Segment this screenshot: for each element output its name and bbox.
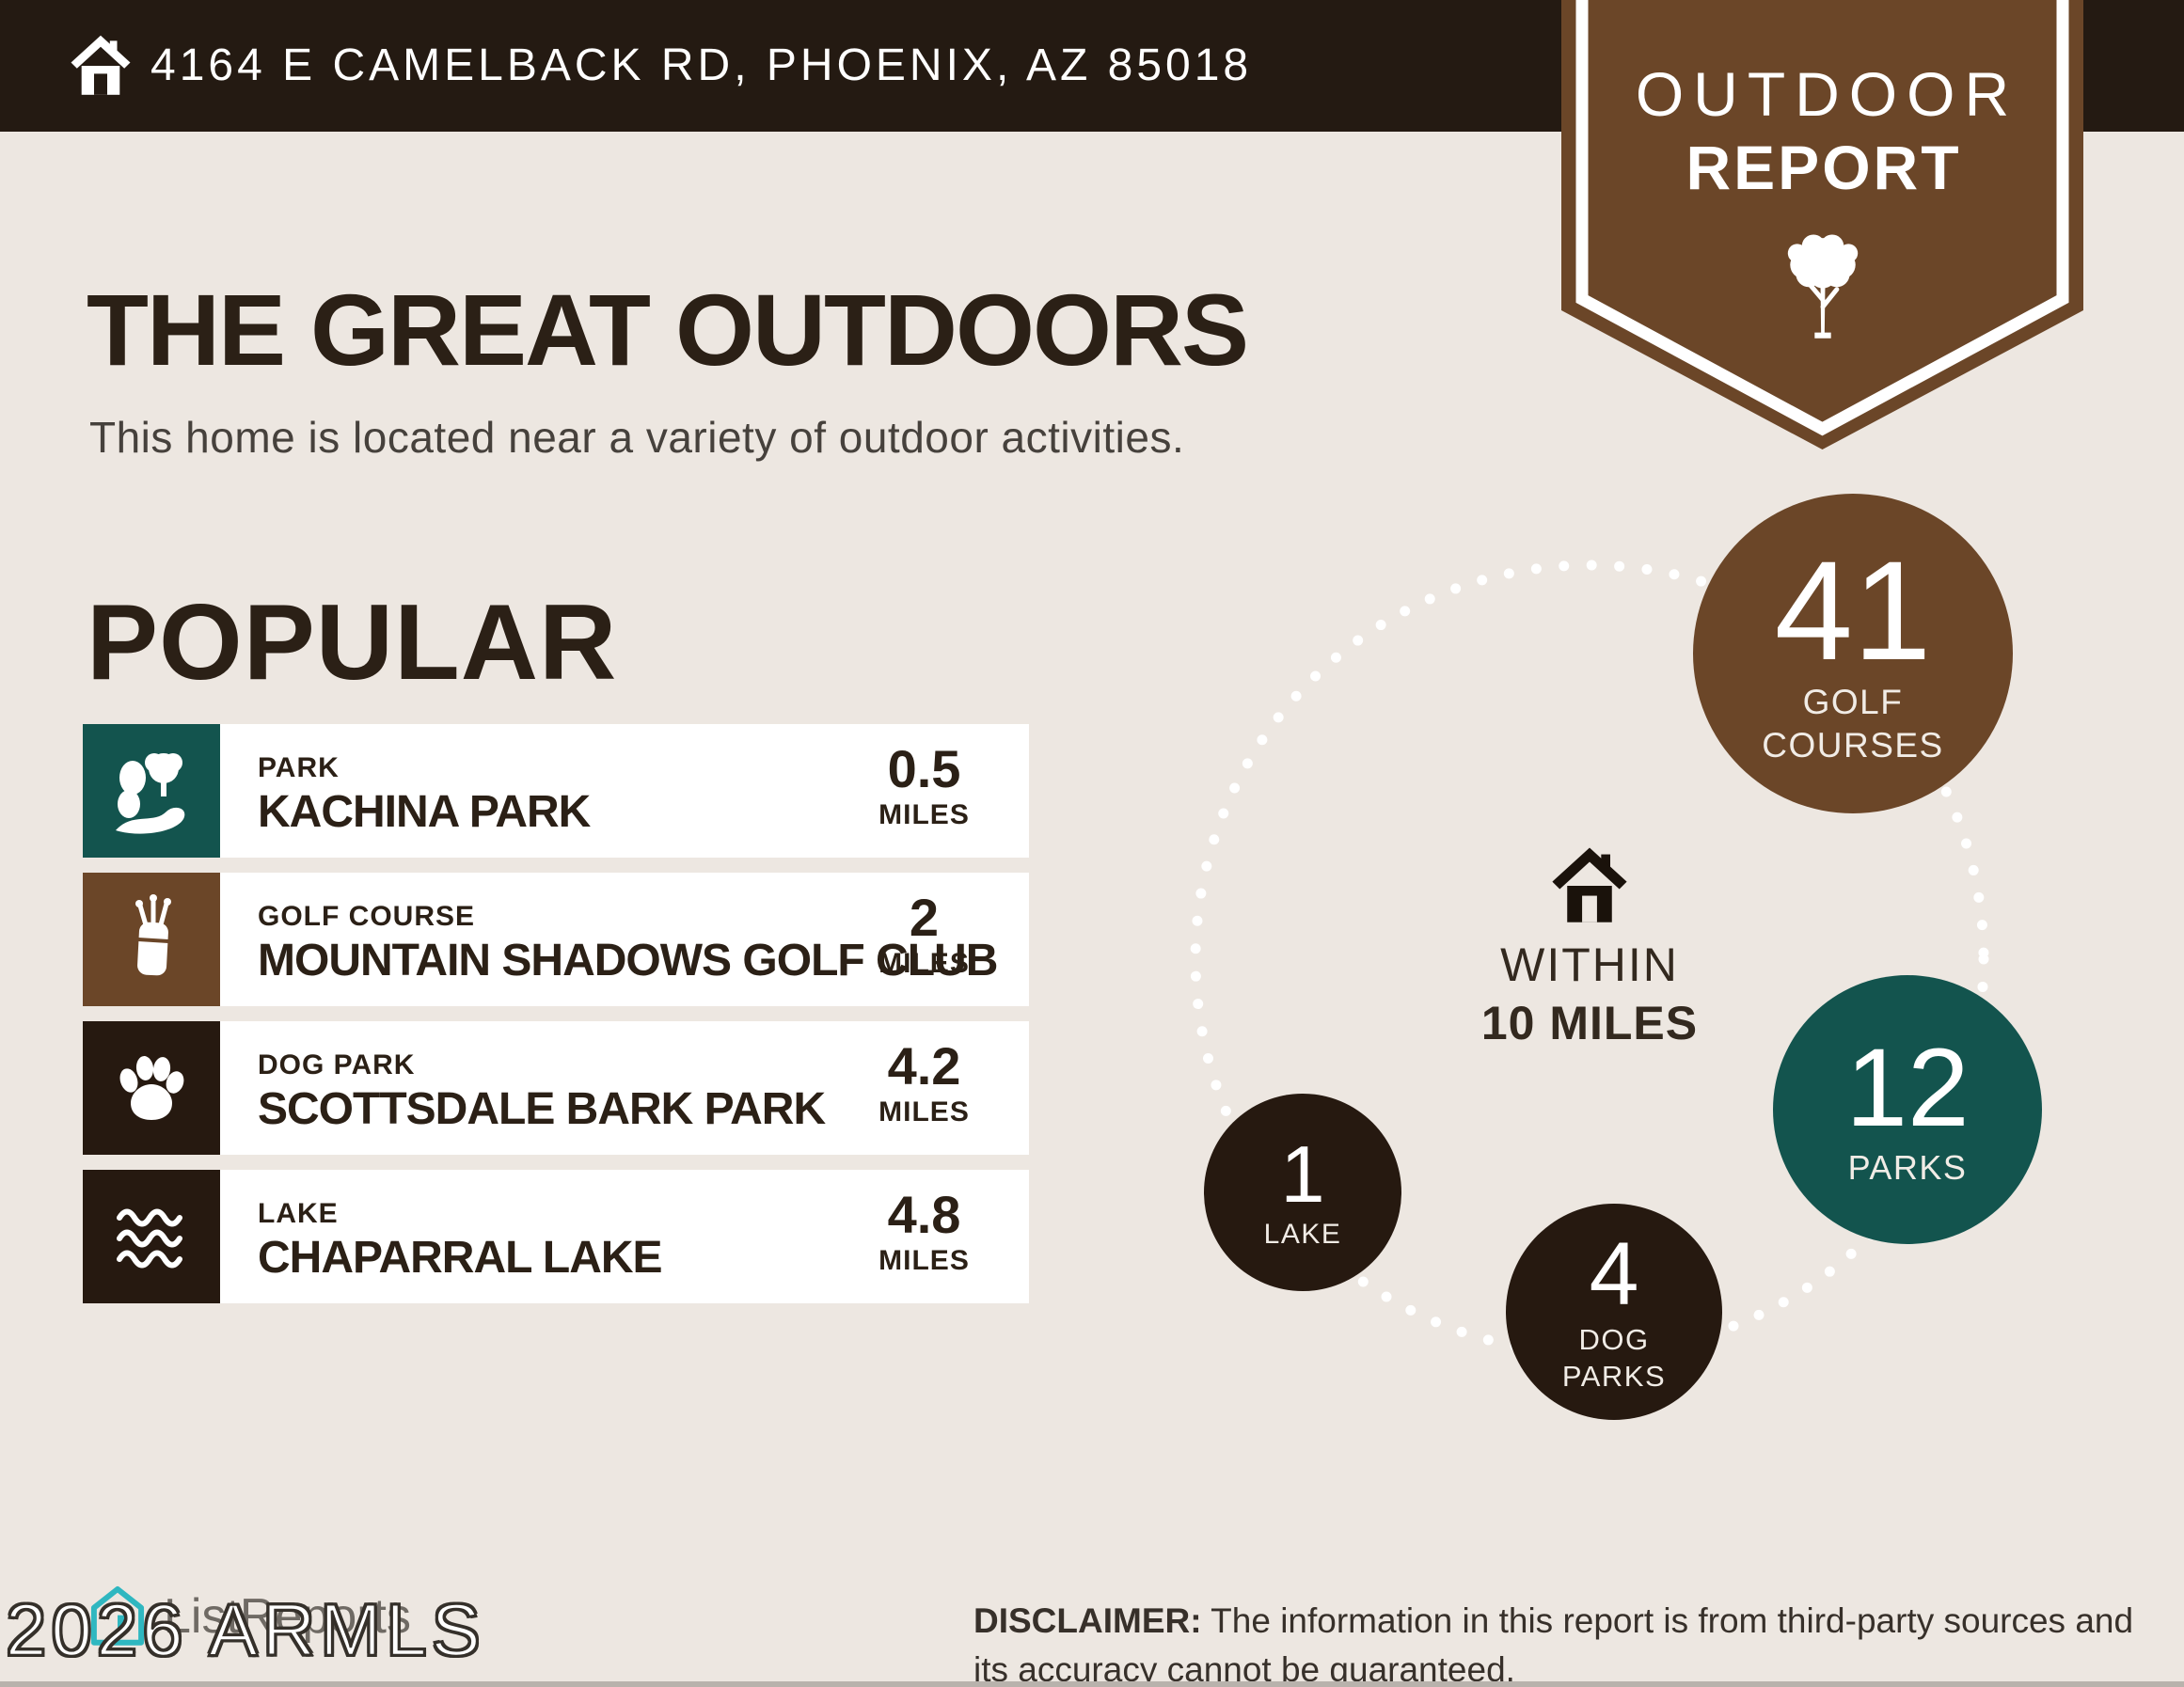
dotted-radius-circle	[1190, 560, 1989, 1359]
bubble-label: GOLF COURSES	[1762, 682, 1944, 765]
park-icon-tile	[83, 724, 220, 858]
item-name: KACHINA PARK	[258, 787, 591, 837]
item-category: PARK	[258, 752, 340, 783]
banner-shape	[1561, 0, 2083, 449]
disclaimer-text: The information in this report is from t…	[973, 1601, 2134, 1687]
tree-icon	[1787, 234, 1859, 339]
bubble-value: 41	[1774, 530, 1932, 689]
list-item-dog-park: DOG PARK SCOTTSDALE BARK PARK 4.2 MILES	[83, 1021, 1029, 1155]
list-item-lake: LAKE CHAPARRAL LAKE 4.8 MILES	[83, 1170, 1029, 1303]
bubble-value: 1	[1280, 1129, 1325, 1220]
list-item-park: PARK KACHINA PARK 0.5 MILES	[83, 724, 1029, 858]
dog-park-icon-tile	[83, 1021, 220, 1155]
bubble-label: DOG PARKS	[1561, 1323, 1667, 1393]
page-subtitle: This home is located near a variety of o…	[89, 413, 1185, 462]
distance-unit: MILES	[878, 1245, 970, 1276]
bubble-dog-parks: 4 DOG PARKS	[1506, 1204, 1722, 1420]
house-logo-icon	[90, 1585, 145, 1646]
paw-icon	[119, 1056, 184, 1120]
item-category: LAKE	[258, 1198, 339, 1229]
item-distance: 0.5 MILES	[842, 743, 1006, 831]
item-name: CHAPARRAL LAKE	[258, 1233, 663, 1283]
radius-label: 10 MILES	[1480, 997, 1699, 1049]
bubble-value: 4	[1589, 1224, 1639, 1325]
bubble-lake: 1 LAKE	[1204, 1094, 1401, 1291]
golf-bag-icon	[135, 894, 171, 976]
item-distance: 4.2 MILES	[842, 1040, 1006, 1128]
item-distance: 2 MILES	[842, 891, 1006, 980]
distance-unit: MILES	[878, 1096, 970, 1127]
distance-value: 2	[909, 888, 940, 947]
popular-heading: POPULAR	[87, 583, 618, 702]
listreports-logo: ListReports	[87, 1585, 411, 1648]
bottom-edge-strip	[0, 1681, 2184, 1687]
disclaimer-label: DISCLAIMER:	[973, 1601, 1202, 1640]
distance-value: 4.8	[887, 1185, 961, 1244]
disclaimer: DISCLAIMER: The information in this repo…	[973, 1597, 2140, 1687]
lake-icon-tile	[83, 1170, 220, 1303]
park-icon	[116, 753, 185, 834]
within-label: WITHIN	[1500, 938, 1679, 991]
item-distance: 4.8 MILES	[842, 1189, 1006, 1277]
armls-watermark: 2026 ARMLS	[5, 1587, 485, 1673]
page-title: THE GREAT OUTDOORS	[87, 273, 1249, 386]
outdoor-report-banner: OUTDOOR REPORT	[1561, 0, 2083, 451]
distance-value: 0.5	[887, 739, 961, 798]
item-name: SCOTTSDALE BARK PARK	[258, 1084, 826, 1134]
item-name: MOUNTAIN SHADOWS GOLF CLUB	[258, 936, 998, 985]
home-icon	[1552, 847, 1627, 922]
radius-center: WITHIN 10 MILES	[1448, 844, 1731, 1050]
home-icon	[71, 35, 131, 95]
distance-unit: MILES	[878, 948, 970, 979]
property-address: 4164 E CAMELBACK RD, PHOENIX, AZ 85018	[150, 40, 1253, 90]
bubble-golf-courses: 41 GOLF COURSES	[1693, 494, 2013, 813]
waves-icon	[117, 1208, 182, 1269]
golf-icon-tile	[83, 873, 220, 1006]
item-category: GOLF COURSE	[258, 901, 476, 932]
banner-line1: OUTDOOR	[1635, 59, 2019, 129]
distance-value: 4.2	[887, 1036, 961, 1096]
bubble-value: 12	[1845, 1025, 1970, 1150]
item-category: DOG PARK	[258, 1049, 416, 1080]
bubble-label: PARKS	[1847, 1148, 1968, 1188]
bubble-label: LAKE	[1263, 1218, 1342, 1250]
bubble-parks: 12 PARKS	[1773, 975, 2042, 1244]
banner-line2: REPORT	[1685, 133, 1962, 202]
list-item-golf-course: GOLF COURSE MOUNTAIN SHADOWS GOLF CLUB 2…	[83, 873, 1029, 1006]
logo-text: ListReports	[164, 1589, 411, 1644]
distance-unit: MILES	[878, 799, 970, 830]
